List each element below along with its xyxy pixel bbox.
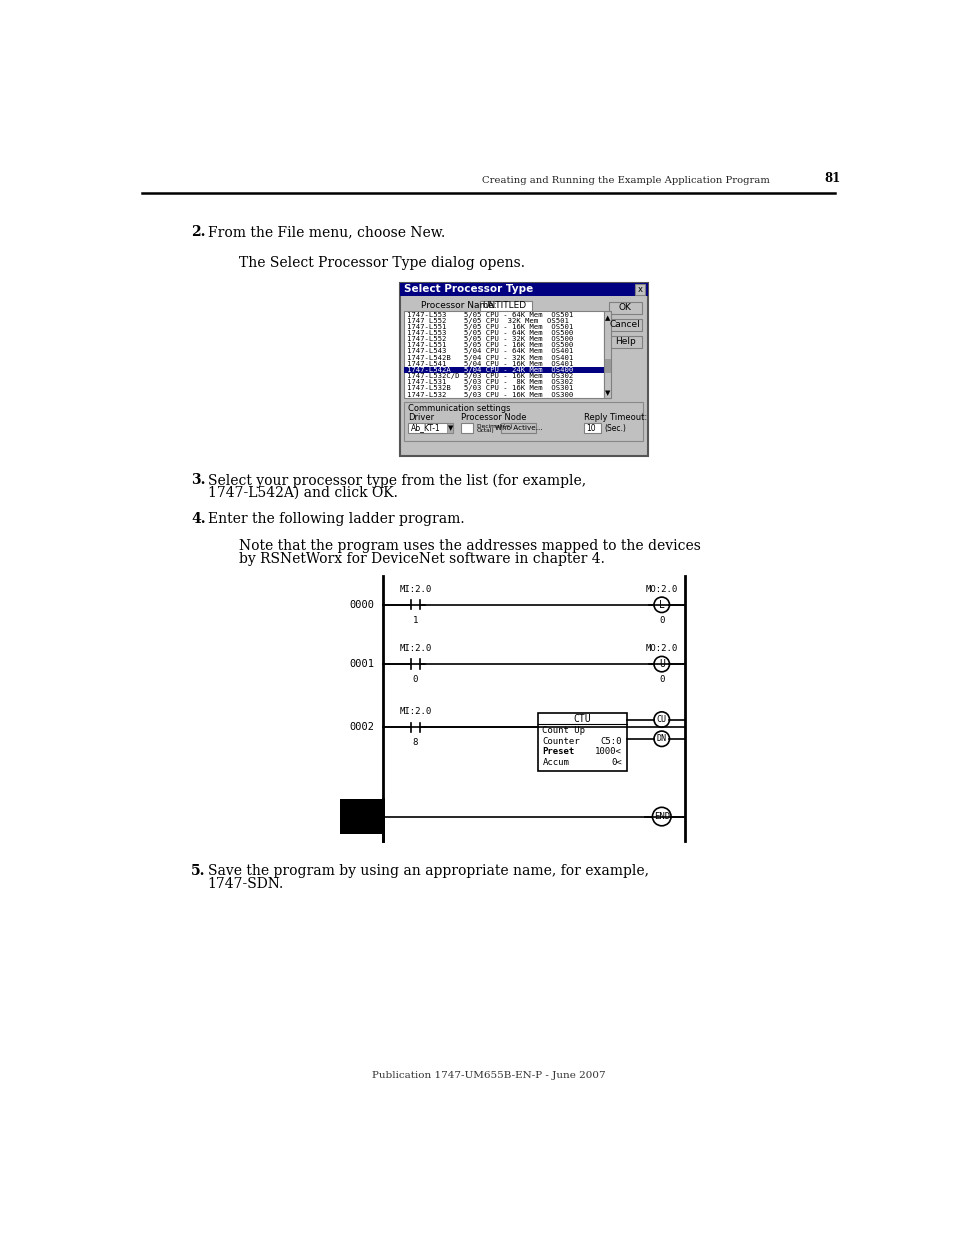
Text: MO:2.0: MO:2.0	[645, 645, 678, 653]
Text: 1747-L542A   5/04 CPU - 24K Mem  OS400: 1747-L542A 5/04 CPU - 24K Mem OS400	[406, 367, 573, 373]
Text: 1747-L543    5/04 CPU - 64K Mem  OS401: 1747-L543 5/04 CPU - 64K Mem OS401	[406, 348, 573, 354]
Text: 1: 1	[413, 615, 417, 625]
Text: Driver: Driver	[408, 412, 434, 422]
Text: CU: CU	[656, 715, 666, 724]
Text: Creating and Running the Example Application Program: Creating and Running the Example Applica…	[481, 177, 769, 185]
Text: DN: DN	[656, 735, 666, 743]
Text: END: END	[653, 813, 669, 821]
Text: Note that the program uses the addresses mapped to the devices: Note that the program uses the addresses…	[239, 538, 700, 552]
Text: Select Processor Type: Select Processor Type	[404, 284, 533, 294]
Bar	[608, 319, 641, 331]
Text: 1747-L553    5/05 CPU - 64K Mem  OS501: 1747-L553 5/05 CPU - 64K Mem OS501	[406, 311, 573, 317]
Text: 0000: 0000	[349, 600, 374, 610]
Bar	[608, 336, 641, 347]
Text: 1747-L532C/D 5/03 CPU - 16K Mem  OS302: 1747-L532C/D 5/03 CPU - 16K Mem OS302	[406, 373, 573, 379]
Bar	[608, 303, 641, 314]
Text: 0: 0	[659, 615, 663, 625]
Bar	[399, 283, 647, 456]
Text: MO:2.0: MO:2.0	[645, 585, 678, 594]
Bar	[635, 284, 645, 294]
Text: ▲: ▲	[604, 315, 610, 321]
Text: 10: 10	[586, 424, 596, 432]
Text: Counter: Counter	[542, 736, 579, 746]
Text: 1000<: 1000<	[595, 747, 621, 756]
Bar	[408, 424, 453, 433]
Text: Save the program by using an appropriate name, for example,: Save the program by using an appropriate…	[208, 864, 648, 878]
Text: 0<: 0<	[611, 758, 621, 767]
Text: Processor Node: Processor Node	[460, 412, 526, 422]
Text: Octal): Octal)	[476, 429, 494, 433]
Text: Accum: Accum	[542, 758, 569, 767]
Text: L: L	[659, 600, 664, 610]
Text: Preset: Preset	[542, 747, 574, 756]
Text: 4.: 4.	[192, 511, 206, 526]
Text: 5.: 5.	[192, 864, 206, 878]
Bar	[583, 424, 600, 433]
Text: (Sec.): (Sec.)	[604, 424, 625, 432]
Text: 1747-L532B   5/03 CPU - 16K Mem  OS301: 1747-L532B 5/03 CPU - 16K Mem OS301	[406, 385, 573, 391]
Bar	[604, 311, 611, 398]
Text: Count Up: Count Up	[542, 726, 585, 735]
Text: U: U	[659, 659, 664, 669]
Text: 3.: 3.	[192, 473, 206, 487]
Text: OK: OK	[618, 304, 631, 312]
Text: x: x	[638, 285, 642, 294]
Text: Publication 1747-UM655B-EN-P - June 2007: Publication 1747-UM655B-EN-P - June 2007	[372, 1071, 605, 1079]
Bar	[460, 424, 473, 433]
Text: 1747-L542B   5/04 CPU - 32K Mem  OS401: 1747-L542B 5/04 CPU - 32K Mem OS401	[406, 354, 573, 361]
Text: Communication settings: Communication settings	[408, 404, 510, 412]
Bar	[479, 300, 532, 311]
Text: ▼: ▼	[447, 425, 453, 431]
Text: MI:2.0: MI:2.0	[398, 585, 431, 594]
Bar	[537, 714, 626, 771]
Text: Enter the following ladder program.: Enter the following ladder program.	[208, 511, 464, 526]
Text: UNTITLED: UNTITLED	[481, 301, 525, 310]
Text: Select your processor type from the list (for example,: Select your processor type from the list…	[208, 473, 585, 488]
Text: MI:2.0: MI:2.0	[398, 708, 431, 716]
Text: 1747-L532    5/03 CPU - 16K Mem  OS300: 1747-L532 5/03 CPU - 16K Mem OS300	[406, 391, 573, 398]
Text: Help: Help	[615, 337, 635, 346]
Text: Reply Timeout:: Reply Timeout:	[583, 412, 647, 422]
Bar	[447, 424, 453, 433]
Text: 0: 0	[413, 674, 417, 684]
Text: 1747-SDN.: 1747-SDN.	[208, 877, 284, 890]
Text: 2.: 2.	[192, 225, 206, 240]
Text: Who Active...: Who Active...	[494, 425, 541, 431]
Text: 81: 81	[823, 172, 840, 185]
Text: 1747-L551    5/05 CPU - 16K Mem  OS500: 1747-L551 5/05 CPU - 16K Mem OS500	[406, 342, 573, 348]
Text: 0: 0	[659, 674, 663, 684]
Text: 0002: 0002	[349, 722, 374, 732]
Text: 1747-L541    5/04 CPU - 16K Mem  OS401: 1747-L541 5/04 CPU - 16K Mem OS401	[406, 361, 573, 367]
Text: 8: 8	[413, 739, 417, 747]
Text: 1747-L542A) and click OK.: 1747-L542A) and click OK.	[208, 485, 397, 499]
Text: From the File menu, choose New.: From the File menu, choose New.	[208, 225, 444, 240]
Bar	[404, 311, 604, 398]
Text: ▼: ▼	[604, 390, 610, 396]
Text: Decimal (=): Decimal (=)	[476, 424, 512, 429]
Text: MI:2.0: MI:2.0	[398, 645, 431, 653]
Text: 1747-L551    5/05 CPU - 16K Mem  OS501: 1747-L551 5/05 CPU - 16K Mem OS501	[406, 324, 573, 330]
Bar	[604, 359, 610, 373]
Text: Ab_KT-1: Ab_KT-1	[410, 424, 440, 432]
Bar	[399, 283, 647, 296]
Text: The Select Processor Type dialog opens.: The Select Processor Type dialog opens.	[239, 256, 525, 270]
Text: by RSNetWorx for DeviceNet software in chapter 4.: by RSNetWorx for DeviceNet software in c…	[239, 552, 604, 566]
Text: CTU: CTU	[573, 714, 591, 724]
Text: Cancel: Cancel	[609, 320, 640, 330]
Text: 1747 L552    5/05 CPU  32K Mem  OS501: 1747 L552 5/05 CPU 32K Mem OS501	[406, 317, 568, 324]
Text: 1747-L552    5/05 CPU - 32K Mem  OS500: 1747-L552 5/05 CPU - 32K Mem OS500	[406, 336, 573, 342]
Bar	[340, 799, 385, 834]
Bar	[404, 367, 604, 373]
Text: Processor Name:: Processor Name:	[421, 301, 497, 310]
Text: C5:0: C5:0	[600, 736, 621, 746]
Text: 1747-L531    5/03 CPU -  8K Mem  OS302: 1747-L531 5/03 CPU - 8K Mem OS302	[406, 379, 573, 385]
Text: 1747-L553    5/05 CPU - 64K Mem  OS500: 1747-L553 5/05 CPU - 64K Mem OS500	[406, 330, 573, 336]
Bar	[404, 403, 642, 441]
Bar	[500, 424, 536, 433]
Text: 0001: 0001	[349, 659, 374, 669]
